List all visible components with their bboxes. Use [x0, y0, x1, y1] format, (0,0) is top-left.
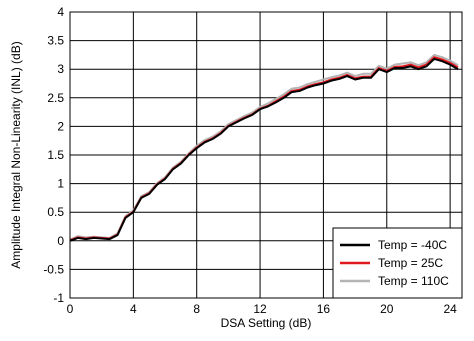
x-tick-label: 20	[380, 302, 394, 316]
legend-label-minus40c: Temp = -40C	[378, 238, 447, 252]
y-tick-label: 1	[57, 177, 64, 191]
legend-label-25c: Temp = 25C	[378, 256, 443, 270]
y-tick-label: 4	[57, 5, 64, 19]
legend: Temp = -40C Temp = 25C Temp = 110C	[332, 227, 463, 299]
y-tick-label: 3	[57, 62, 64, 76]
x-tick-label: 8	[193, 302, 200, 316]
y-tick-label: 3.5	[47, 34, 64, 48]
x-tick-label: 24	[443, 302, 457, 316]
x-tick-label: 16	[317, 302, 331, 316]
y-tick-label: 1.5	[47, 148, 64, 162]
y-tick-label: 0.5	[47, 205, 64, 219]
x-tick-label: 0	[67, 302, 74, 316]
y-tick-labels: -1 -0.5 0 0.5 1 1.5 2 2.5 3 3.5 4	[43, 5, 64, 305]
plot-frame	[69, 11, 463, 299]
x-axis-title: DSA Setting (dB)	[221, 316, 312, 330]
x-tick-label: 4	[130, 302, 137, 316]
series-layer	[69, 53, 459, 242]
series-line-0	[69, 57, 459, 242]
x-tick-labels: 0 4 8 12 16 20 24	[67, 302, 457, 316]
legend-label-110c: Temp = 110C	[378, 274, 449, 288]
y-tick-label: 2.5	[47, 91, 64, 105]
y-tick-label: 0	[57, 234, 64, 248]
x-tick-label: 12	[253, 302, 267, 316]
y-tick-label: -1	[53, 291, 64, 305]
y-axis-title: Amplitude Integral Non-Linearity (INL) (…	[9, 41, 23, 268]
y-tick-label: 2	[57, 119, 64, 133]
y-tick-label: -0.5	[43, 262, 64, 276]
